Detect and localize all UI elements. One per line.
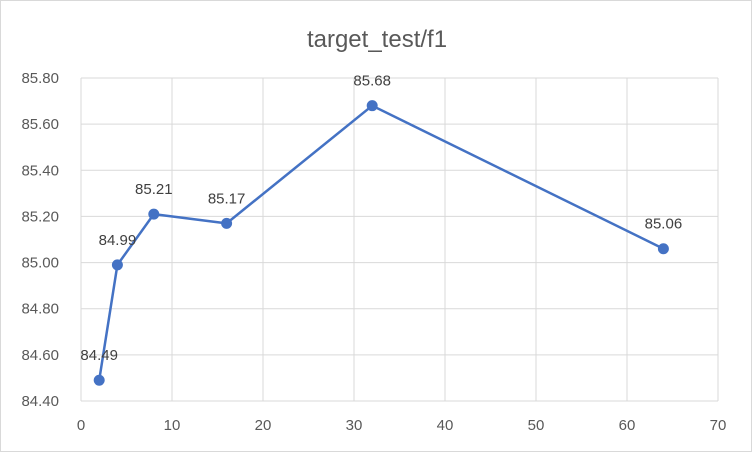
x-tick-label: 20 [255, 417, 272, 434]
x-tick-label: 60 [619, 417, 636, 434]
data-point [657, 243, 669, 255]
y-tick-label: 85.00 [21, 255, 59, 272]
data-point [221, 217, 233, 229]
data-point [93, 374, 105, 386]
y-tick-label: 85.60 [21, 116, 59, 133]
y-tick-label: 84.60 [21, 347, 59, 364]
data-label: 84.99 [99, 232, 137, 249]
data-point [148, 208, 160, 220]
series-line [97, 104, 664, 381]
axis-ticks: 84.40 84.60 84.80 85.00 85.20 85.40 85.60 85.80… [21, 70, 726, 434]
gridlines [80, 77, 719, 402]
x-tick-label: 10 [164, 417, 181, 434]
data-label: 85.68 [353, 73, 391, 90]
y-tick-label: 85.40 [21, 162, 59, 179]
y-tick-label: 85.80 [21, 70, 59, 87]
y-tick-label: 84.80 [21, 301, 59, 318]
y-tick-label: 84.40 [21, 393, 59, 410]
data-label: 84.49 [80, 347, 118, 364]
data-label: 85.06 [645, 216, 683, 233]
x-tick-label: 50 [528, 417, 545, 434]
x-tick-label: 40 [437, 417, 454, 434]
x-tick-label: 0 [77, 417, 85, 434]
y-tick-label: 85.20 [21, 208, 59, 225]
data-point [111, 259, 123, 271]
data-label: 85.21 [135, 181, 173, 198]
x-tick-label: 30 [346, 417, 363, 434]
data-label: 85.17 [208, 190, 246, 207]
chart-title: target_test/f1 [307, 26, 447, 53]
x-tick-label: 70 [710, 417, 727, 434]
data-point [366, 100, 378, 112]
series: 84.49 84.99 85.21 85.17 85.68 85.06 [80, 73, 682, 386]
